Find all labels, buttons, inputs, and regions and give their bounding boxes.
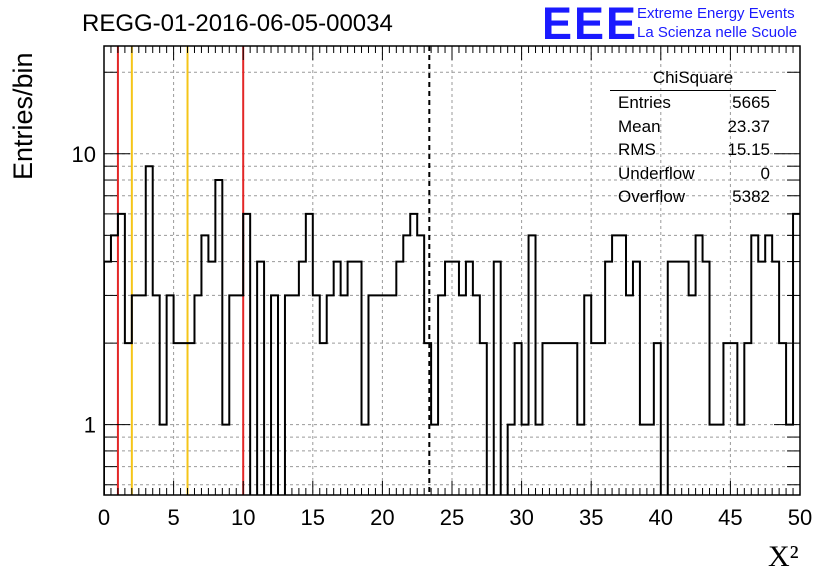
histogram-series: [104, 165, 800, 495]
stats-box: ChiSquare Entries 5665 Mean 23.37 RMS 15…: [610, 68, 776, 211]
marker-lines: [116, 46, 431, 495]
stats-value: 15.15: [727, 140, 770, 159]
y-tick-label: 1: [84, 413, 96, 438]
x-tick-label: 40: [649, 505, 673, 530]
stats-label: Entries: [618, 93, 671, 112]
x-tick-label: 0: [98, 505, 110, 530]
stats-row-overflow: Overflow 5382: [610, 187, 776, 211]
histogram-line: [104, 165, 800, 495]
tick-labels: 0 5 10 15 20 25 30 35 40 45 50 1 10: [72, 142, 813, 530]
logo-mark: EEE: [542, 0, 639, 49]
x-tick-label: 5: [167, 505, 179, 530]
stats-label: Mean: [618, 116, 661, 136]
x-tick-label: 30: [509, 505, 533, 530]
x-tick-label: 15: [301, 505, 325, 530]
x-tick-label: 45: [718, 505, 742, 530]
x-tick-label: 35: [579, 505, 603, 530]
stats-row-underflow: Underflow 0: [610, 164, 776, 188]
stats-value: 0: [760, 163, 770, 183]
stats-row-rms: RMS 15.15: [610, 140, 776, 164]
x-tick-label: 20: [370, 505, 394, 530]
stats-title: ChiSquare: [610, 68, 776, 91]
stats-row-mean: Mean 23.37: [610, 117, 776, 141]
logo-line-1: Extreme Energy Events: [637, 5, 795, 22]
y-axis-label-wrap: Entries/bin: [6, 30, 38, 190]
stats-row-entries: Entries 5665: [610, 93, 776, 117]
stats-label: RMS: [618, 140, 656, 159]
stats-value: 5665: [732, 93, 770, 112]
x-tick-label: 10: [231, 505, 255, 530]
stats-value: 23.37: [727, 116, 770, 136]
stats-label: Overflow: [618, 187, 686, 206]
x-tick-label: 25: [440, 505, 464, 530]
axes: [103, 45, 801, 496]
x-tick-label: 50: [788, 505, 812, 530]
x-axis-label: X²: [768, 540, 799, 572]
stats-value: 5382: [732, 187, 770, 206]
logo-line-2: La Scienza nelle Scuole: [637, 24, 798, 41]
y-axis-label: Entries/bin: [8, 52, 38, 180]
y-tick-label: 10: [72, 142, 96, 167]
stats-label: Underflow: [618, 163, 695, 183]
chart-title: REGG-01-2016-06-05-00034: [82, 10, 393, 37]
